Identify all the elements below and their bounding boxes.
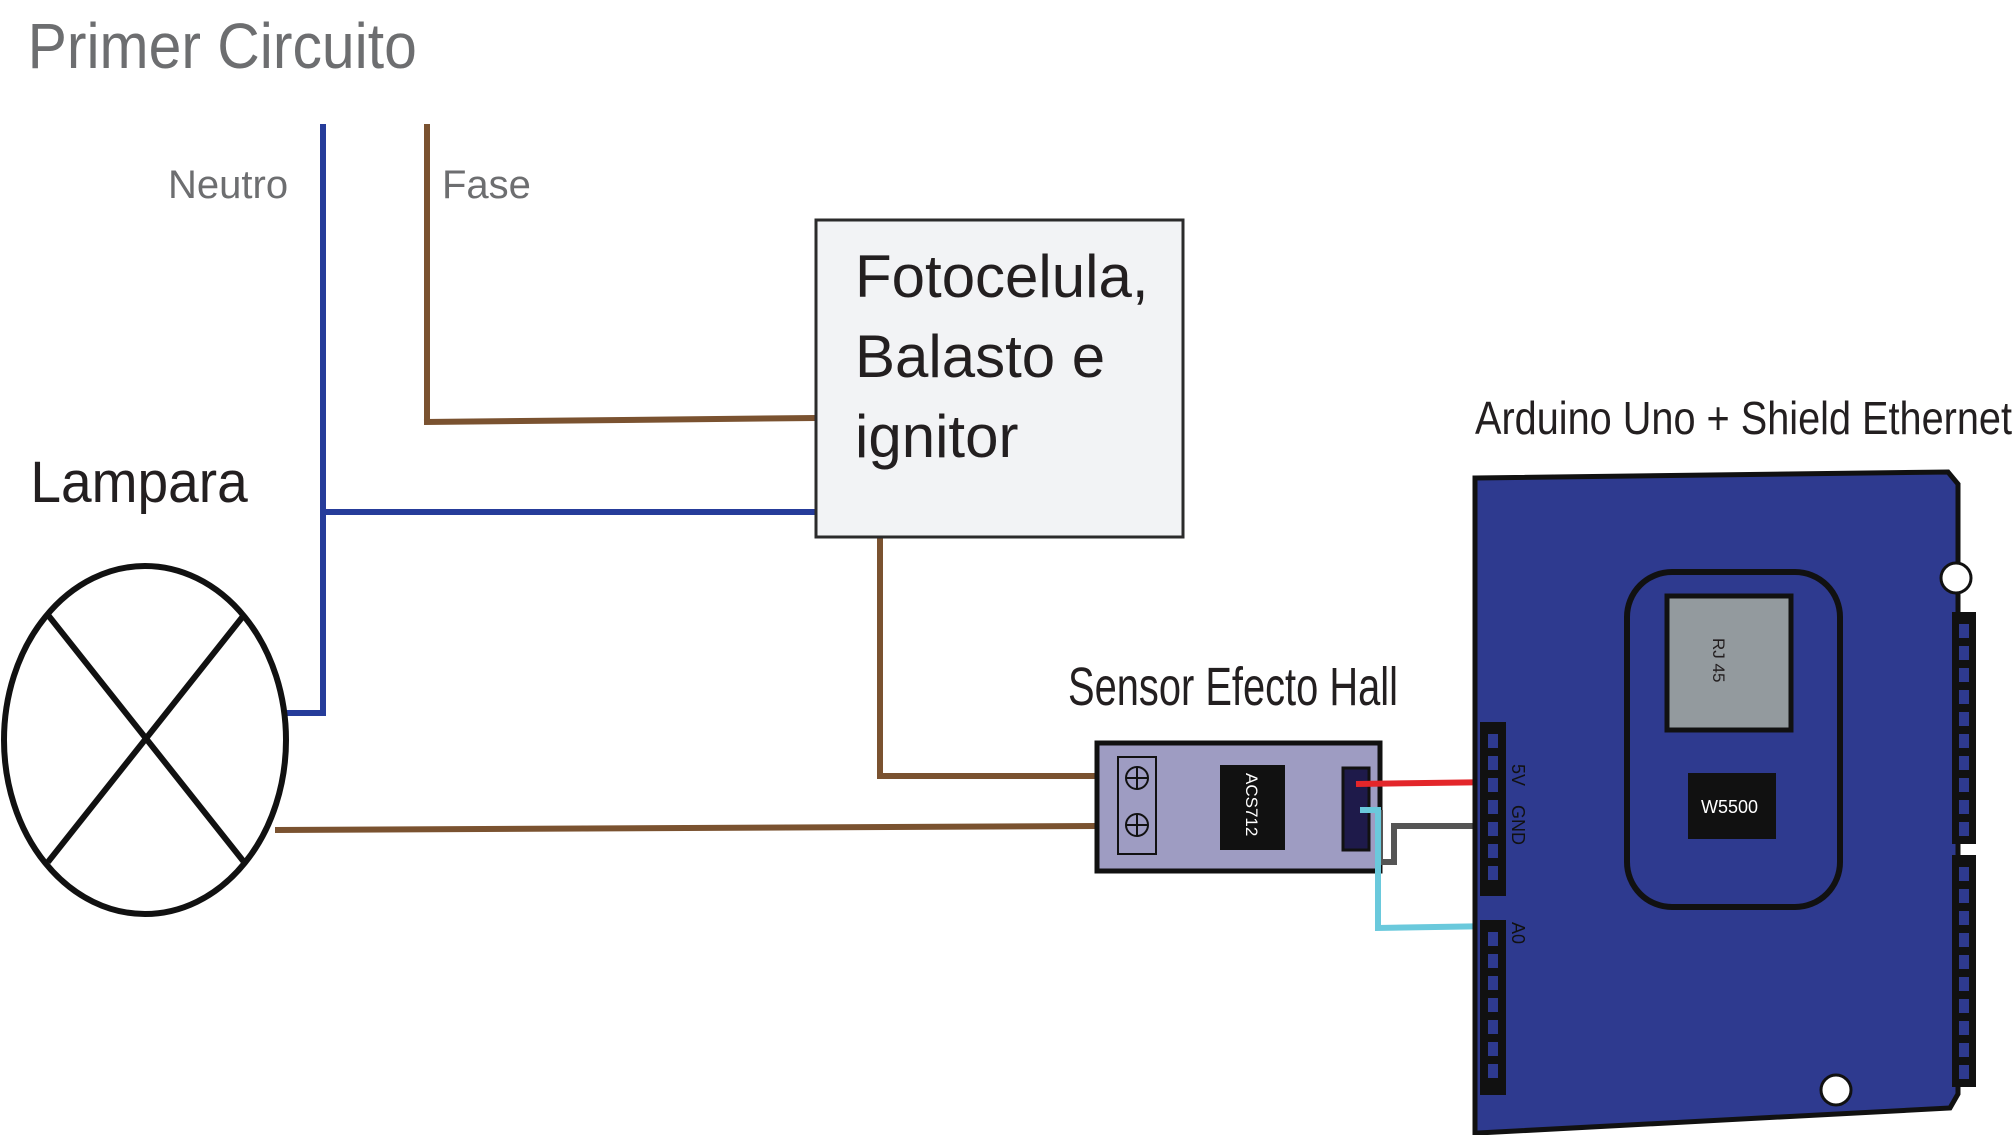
box-label-line3: ignitor	[855, 403, 1018, 470]
pin-gnd-label: GND	[1508, 805, 1528, 845]
photocell-ballast-box: Fotocelula, Balasto e ignitor	[814, 218, 1185, 539]
screw-terminal-bottom-icon	[1125, 813, 1149, 837]
w5500-chip	[1688, 773, 1776, 839]
w5500-label: W5500	[1701, 797, 1758, 817]
wire-signal	[1360, 807, 1497, 932]
lamp-x-symbol-icon	[1, 563, 289, 917]
pin-5v-label: 5V	[1508, 764, 1528, 786]
power-header	[1480, 722, 1506, 896]
mounting-hole-top	[1939, 561, 1973, 595]
analog-header	[1480, 920, 1506, 1095]
box-label-line1: Fotocelula,	[855, 243, 1149, 310]
neutral-label: Neutro	[168, 163, 288, 207]
phase-wire	[274, 124, 1098, 833]
phase-label: Fase	[442, 163, 531, 207]
sensor-label: Sensor Efecto Hall	[1068, 657, 1398, 717]
rj45-jack	[1664, 593, 1794, 733]
pin-a0-label: A0	[1508, 922, 1528, 944]
rj45-label: RJ 45	[1709, 638, 1728, 682]
page-title: Primer Circuito	[28, 11, 417, 83]
hall-sensor-board: ACS712	[1094, 740, 1383, 874]
acs712-chip	[1220, 765, 1285, 850]
mounting-hole-bottom	[1819, 1073, 1853, 1107]
screw-terminal-top-icon	[1125, 766, 1149, 790]
acs712-label: ACS712	[1242, 773, 1261, 836]
box-label-line2: Balasto e	[855, 323, 1105, 390]
arduino-label: Arduino Uno + Shield Ethernet	[1475, 392, 2012, 444]
neutral-wire	[282, 124, 816, 716]
digital-header	[1952, 612, 1976, 1087]
arduino-board: RJ 45 W5500	[1472, 469, 1976, 1136]
lamp-label: Lampara	[30, 450, 248, 515]
